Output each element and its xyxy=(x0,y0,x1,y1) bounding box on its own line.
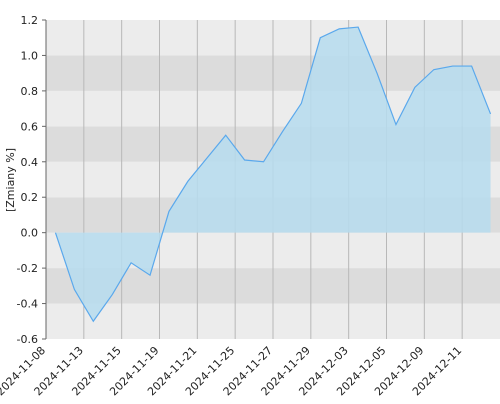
y-tick-label: -0.2 xyxy=(17,262,38,275)
y-axis-label: [Zmiany %] xyxy=(4,148,17,212)
y-tick-label: 1.0 xyxy=(21,49,39,62)
y-tick-label: 0.4 xyxy=(21,156,39,169)
line xyxy=(54,26,492,323)
y-tick-label: 0.2 xyxy=(21,191,39,204)
y-tick-label: 0.6 xyxy=(21,120,39,133)
y-tick-label: -0.4 xyxy=(17,298,38,311)
area xyxy=(55,27,491,322)
y-tick-label: -0.6 xyxy=(17,333,38,346)
y-tick-label: 0.0 xyxy=(21,227,39,240)
y-tick-label: 1.2 xyxy=(21,14,39,27)
y-tick-label: 0.8 xyxy=(21,85,39,98)
